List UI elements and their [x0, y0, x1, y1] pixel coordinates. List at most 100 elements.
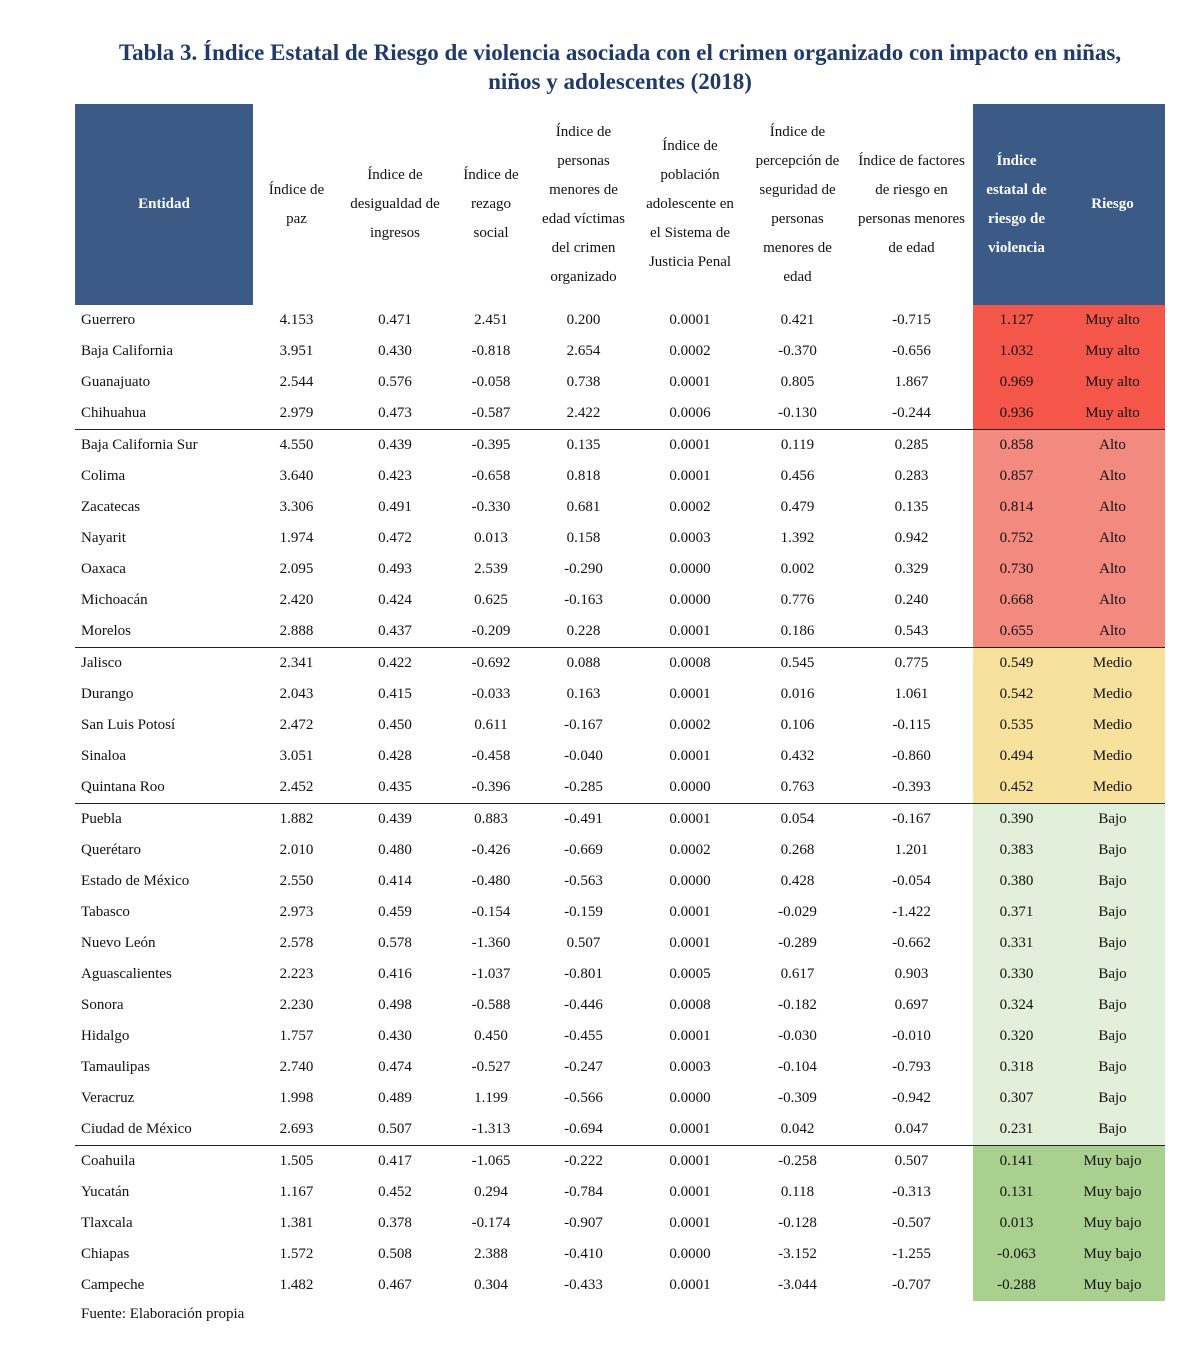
- cell: -0.040: [564, 748, 603, 764]
- cell: 2.578: [279, 935, 314, 951]
- cell: 0.471: [378, 312, 412, 328]
- cell: Bajo: [1060, 866, 1165, 897]
- cell: -0.707: [892, 1277, 931, 1293]
- cell: -0.396: [471, 779, 511, 795]
- table-row: Sonora 2.230 0.498 -0.588 -0.446 0.0008 -0.182…: [75, 990, 1165, 1021]
- cell: Alto: [1060, 523, 1165, 554]
- state-name: Guerrero: [81, 312, 136, 328]
- table-row: Baja California Sur 4.550 0.439 -0.395 0.135…: [75, 429, 1165, 461]
- cell: 0.417: [340, 1145, 450, 1177]
- cell: 0.0006: [669, 405, 711, 421]
- cell: 0.0001: [669, 1028, 711, 1044]
- cell: 0.0000: [669, 779, 711, 795]
- cell: -0.313: [892, 1184, 931, 1200]
- cell: -0.285: [564, 779, 603, 795]
- cell: Medio: [1060, 679, 1165, 710]
- cell: -0.290: [564, 561, 603, 577]
- table-row: Durango 2.043 0.415 -0.033 0.163 0.0001 0.016 1…: [75, 679, 1165, 710]
- cell: -0.801: [564, 966, 603, 982]
- state-name: Puebla: [75, 803, 253, 835]
- cell: 0.0002: [669, 343, 711, 359]
- cell: Alto: [1060, 585, 1165, 616]
- cell: 4.153: [279, 312, 314, 328]
- cell: 0.131: [973, 1177, 1060, 1208]
- cell: 0.422: [340, 647, 450, 679]
- table-row: Nuevo León 2.578 0.578 -1.360 0.507 0.0001 -0.…: [75, 928, 1165, 959]
- table-row: Jalisco 2.341 0.422 -0.692 0.088 0.0008 0.545 0…: [75, 647, 1165, 679]
- cell: 2.420: [279, 592, 314, 608]
- cell: 0.775: [850, 647, 973, 679]
- table-body: Guerrero 4.153 0.471 2.451 0.200 0.0001 0.421 -…: [75, 305, 1165, 1301]
- cell: 0.489: [378, 1090, 412, 1106]
- state-name: Michoacán: [81, 592, 148, 608]
- state-name: Aguascalientes: [81, 966, 172, 982]
- cell: 0.0001: [669, 468, 711, 484]
- cell: 2.979: [279, 405, 314, 421]
- cell: 2.452: [279, 779, 314, 795]
- cell: 0.378: [378, 1215, 412, 1231]
- cell: -0.662: [892, 935, 931, 951]
- cell: 0.814: [973, 492, 1060, 523]
- cell: 0.294: [474, 1184, 508, 1200]
- state-name: Durango: [81, 686, 134, 702]
- cell: 1.572: [279, 1246, 314, 1262]
- cell: 2.973: [279, 904, 314, 920]
- cell: 0.498: [378, 997, 412, 1013]
- cell: -0.527: [471, 1059, 511, 1075]
- cell: -0.692: [450, 647, 532, 679]
- cell: 1.392: [780, 530, 815, 546]
- cell: 0.307: [973, 1083, 1060, 1114]
- cell: 0.016: [780, 686, 815, 702]
- cell: 1.882: [253, 803, 340, 835]
- cell: 0.507: [378, 1121, 412, 1137]
- cell: 0.697: [894, 997, 929, 1013]
- cell: 0.472: [378, 530, 412, 546]
- cell: 0.542: [973, 679, 1060, 710]
- cell: 0.383: [973, 835, 1060, 866]
- cell: 0.390: [973, 803, 1060, 835]
- state-name: Tamaulipas: [81, 1059, 150, 1075]
- cell: -0.426: [471, 842, 511, 858]
- cell: 0.858: [973, 429, 1060, 461]
- cell: -0.029: [778, 904, 817, 920]
- cell: -0.669: [564, 842, 603, 858]
- cell: 1.998: [279, 1090, 314, 1106]
- cell: 0.0001: [669, 935, 711, 951]
- cell: 2.388: [474, 1246, 508, 1262]
- column-header: Índice de paz: [268, 181, 325, 227]
- cell: 0.0001: [669, 623, 711, 639]
- cell: 0.118: [780, 1184, 815, 1200]
- column-header: Índice de población adolescente en el Si…: [646, 138, 734, 270]
- cell: 0.013: [973, 1208, 1060, 1239]
- cell: 3.051: [279, 748, 314, 764]
- cell: 0.0000: [669, 1246, 711, 1262]
- cell: 3.951: [279, 343, 314, 359]
- cell: 1.199: [474, 1090, 508, 1106]
- column-header: Índice de personas menores de edad vícti…: [542, 123, 625, 285]
- cell: 0.054: [745, 803, 850, 835]
- cell: 2.043: [279, 686, 314, 702]
- cell: -0.104: [778, 1059, 817, 1075]
- cell: 0.231: [973, 1114, 1060, 1146]
- table-row: Yucatán 1.167 0.452 0.294 -0.784 0.0001 0.118 -…: [75, 1177, 1165, 1208]
- cell: 0.047: [894, 1121, 929, 1137]
- column-header: Índice de desigualdad de ingresos: [350, 167, 440, 241]
- state-name: San Luis Potosí: [81, 717, 176, 733]
- cell: -0.656: [892, 343, 931, 359]
- cell: -0.167: [850, 803, 973, 835]
- cell: 0.186: [780, 623, 815, 639]
- cell: -0.395: [450, 429, 532, 461]
- state-name: Nayarit: [81, 530, 126, 546]
- cell: 0.013: [474, 530, 508, 546]
- cell: 0.507: [850, 1145, 973, 1177]
- cell: -0.370: [778, 343, 817, 359]
- cell: Bajo: [1060, 1083, 1165, 1114]
- cell: Muy alto: [1060, 398, 1165, 430]
- cell: Bajo: [1060, 803, 1165, 835]
- cell: 0.480: [378, 842, 412, 858]
- cell: -1.255: [892, 1246, 931, 1262]
- cell: 0.0001: [669, 1277, 711, 1293]
- cell: 0.285: [850, 429, 973, 461]
- cell: -0.289: [778, 935, 817, 951]
- cell: 0.0001: [669, 1215, 711, 1231]
